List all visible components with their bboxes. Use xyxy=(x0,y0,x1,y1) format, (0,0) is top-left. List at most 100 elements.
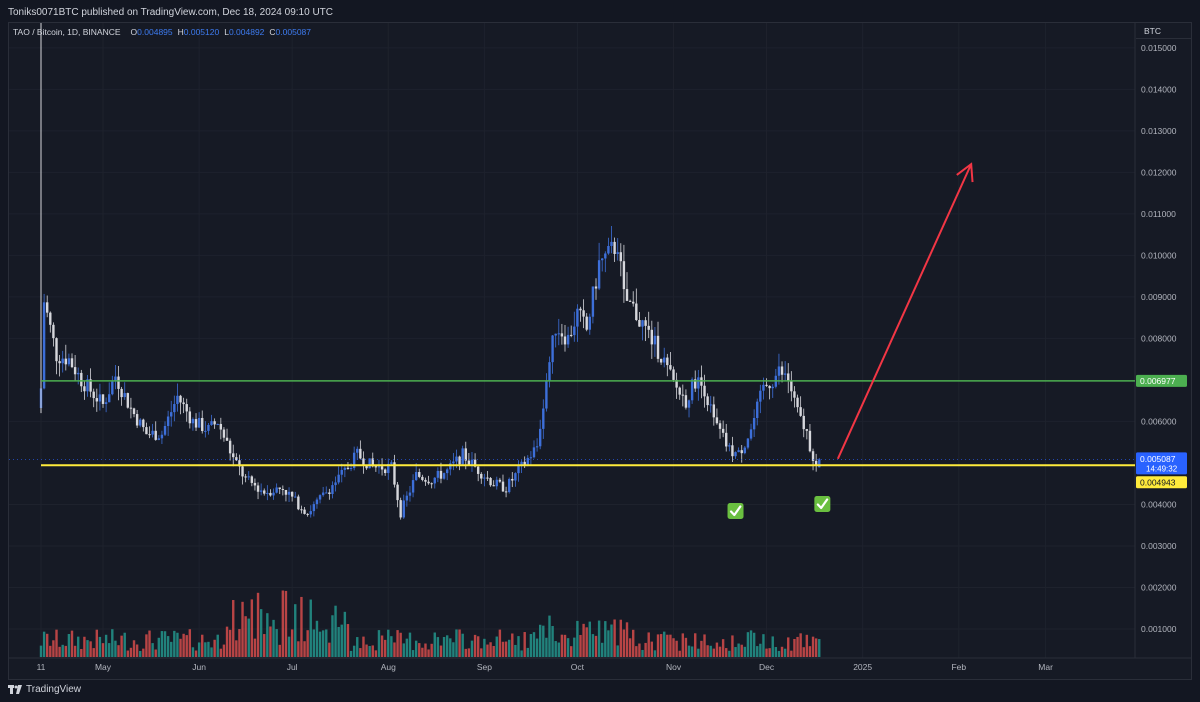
candle-body xyxy=(504,491,508,493)
volume-bar xyxy=(95,629,99,657)
candle-body xyxy=(529,457,533,459)
candle-body xyxy=(238,460,241,467)
candle-body xyxy=(135,414,139,426)
volume-bar xyxy=(529,634,533,657)
symbol-title[interactable]: TAO / Bitcoin, 1D, BINANCE xyxy=(13,27,121,37)
volume-bar xyxy=(352,645,356,657)
candle-body xyxy=(473,459,477,467)
volume-bar xyxy=(207,641,210,657)
volume-bar xyxy=(89,641,92,657)
volume-bar xyxy=(725,648,728,657)
volume-bar xyxy=(188,629,192,657)
check-mark-glyph xyxy=(729,505,742,517)
volume-bar xyxy=(709,645,712,657)
horizontal-levels[interactable] xyxy=(9,380,1135,467)
candle-body xyxy=(616,252,619,254)
candle-body xyxy=(321,492,325,496)
volume-bar xyxy=(731,635,734,657)
candle-body xyxy=(297,496,300,510)
volume-bar xyxy=(219,648,223,657)
price-tick-label: 0.012000 xyxy=(1141,167,1177,177)
green-line-price-badge xyxy=(1136,374,1187,387)
candle-body xyxy=(244,476,247,478)
candle-body xyxy=(756,401,759,419)
candle-body xyxy=(666,357,669,366)
volume-bar xyxy=(523,632,526,657)
candle-body xyxy=(805,429,809,431)
volume-bar xyxy=(573,637,576,657)
candle-body xyxy=(241,466,244,477)
projection-arrow[interactable] xyxy=(836,162,974,460)
candle-body xyxy=(523,461,526,465)
candle-body xyxy=(743,447,747,454)
candle-body xyxy=(591,286,595,317)
candle-body xyxy=(734,452,737,457)
volume-bar xyxy=(154,649,157,657)
candle-body xyxy=(424,479,427,482)
candle-body xyxy=(802,415,805,430)
chart-frame[interactable] xyxy=(8,22,1192,680)
volume-bar xyxy=(768,648,771,657)
candle-body xyxy=(365,465,368,469)
candle-body xyxy=(179,395,182,403)
volume-bar xyxy=(83,636,86,657)
yellow-line-price-badge-text: 0.004943 xyxy=(1140,478,1176,488)
candle-body xyxy=(610,241,613,246)
tradingview-brand: TradingView xyxy=(26,684,82,695)
volume-bar xyxy=(492,645,495,657)
volume-bar xyxy=(269,626,272,657)
volume-bar xyxy=(594,635,598,657)
volume-bar xyxy=(628,638,632,657)
price-tick-label: 0.002000 xyxy=(1141,582,1177,592)
volume-bar xyxy=(104,634,108,657)
high-value: 0.005120 xyxy=(183,27,220,37)
volume-bar xyxy=(58,646,61,657)
volume-bar xyxy=(182,633,185,657)
candle-body xyxy=(275,487,278,493)
candle-body xyxy=(272,492,275,496)
candle-body xyxy=(148,434,151,436)
time-tick-label: Jul xyxy=(287,662,298,672)
volume-bar xyxy=(811,636,815,657)
currency-label[interactable]: BTC xyxy=(1136,23,1191,39)
candle-body xyxy=(315,499,319,505)
volume-bar xyxy=(294,604,297,657)
volume-bar xyxy=(61,644,64,657)
volume-bar xyxy=(780,646,784,657)
volume-bar xyxy=(439,645,443,657)
volume-bar xyxy=(427,649,430,657)
candle-body xyxy=(573,326,576,336)
volume-bar xyxy=(436,637,440,657)
candle-body xyxy=(232,453,235,458)
candle-body xyxy=(300,509,303,511)
candle-body xyxy=(811,451,815,461)
volume-bar xyxy=(368,646,371,657)
volume-bar xyxy=(576,620,579,657)
candle-body xyxy=(787,373,790,381)
volume-bar xyxy=(179,638,182,657)
volume-bar xyxy=(476,636,480,657)
current-price-badge xyxy=(1136,452,1187,475)
candle-body xyxy=(566,334,570,345)
candle-body xyxy=(594,286,598,289)
volume-bar xyxy=(46,633,49,657)
volume-bar xyxy=(532,632,536,657)
candle-body xyxy=(535,446,539,448)
candle-body xyxy=(557,333,560,335)
volume-bar xyxy=(743,646,747,657)
time-tick-label: Nov xyxy=(666,662,682,672)
candle-body xyxy=(486,477,489,479)
arrow-head xyxy=(956,162,974,183)
publish-info: Toniks0071BTC published on TradingView.c… xyxy=(8,7,334,18)
candle-body xyxy=(712,404,716,418)
volume-bar xyxy=(802,647,805,657)
volume-bar xyxy=(55,629,58,657)
candle-body xyxy=(554,333,557,336)
candle-body xyxy=(387,463,390,474)
check-marks xyxy=(727,496,831,519)
candle-body xyxy=(235,457,238,461)
volume-bar xyxy=(114,640,117,657)
tradingview-logo[interactable]: TradingView xyxy=(8,684,81,695)
volume-bar xyxy=(511,633,514,657)
